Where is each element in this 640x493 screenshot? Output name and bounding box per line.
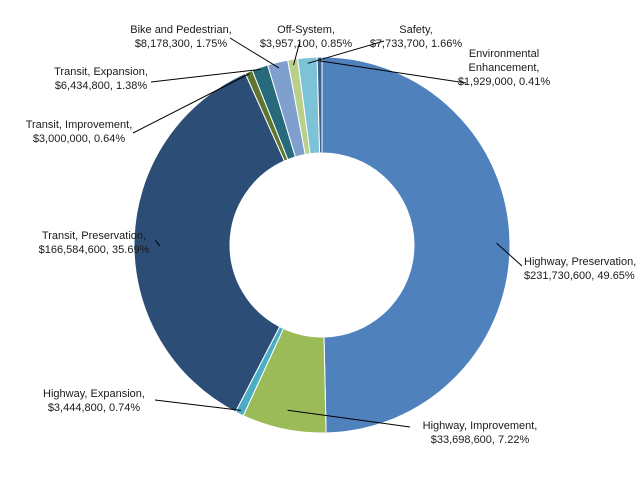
- leader-line-transit-expansion: [150, 68, 261, 83]
- data-label-highway-improvement: Highway, Improvement, $33,698,600, 7.22%: [423, 420, 538, 446]
- leader-line-transit-preservation: [154, 239, 161, 247]
- leader-line-highway-improvement: [287, 409, 411, 428]
- slice-transit-preservation: [133, 72, 286, 413]
- leader-line-safety: [307, 40, 385, 64]
- data-label-transit-preservation: Transit, Preservation, $166,584,600, 35.6…: [39, 230, 150, 256]
- leader-line-highway-preservation: [496, 242, 523, 267]
- data-label-highway-expansion: Highway, Expansion, $3,444,800, 0.74%: [43, 388, 145, 414]
- slice-labels: Highway, Preservation, $231,730,600, 49.6…: [26, 24, 637, 446]
- data-label-off-system: Off-System, $3,957,100, 0.85%: [260, 24, 353, 50]
- leader-line-transit-improvement: [132, 73, 250, 134]
- data-label-highway-preservation: Highway, Preservation, $231,730,600, 49.6…: [524, 256, 636, 282]
- leader-line-off-system: [293, 40, 301, 66]
- leader-line-environmental-enhancement: [319, 60, 467, 84]
- data-label-transit-expansion: Transit, Expansion, $6,434,800, 1.38%: [54, 66, 148, 92]
- donut-slices: [133, 56, 511, 434]
- data-label-safety: Safety, $7,733,700, 1.66%: [370, 24, 463, 50]
- leader-line-highway-expansion: [154, 399, 242, 411]
- leader-lines: [132, 37, 523, 428]
- data-label-environmental-enhancement: Environmental Enhancement, $1,929,000, 0.4…: [458, 48, 551, 88]
- data-label-bike-and-pedestrian: Bike and Pedestrian, $8,178,300, 1.75%: [130, 24, 232, 50]
- slice-environmental-enhancement: [316, 56, 323, 154]
- leader-line-bike-and-pedestrian: [229, 37, 280, 69]
- data-label-transit-improvement: Transit, Improvement, $3,000,000, 0.64%: [26, 119, 133, 145]
- slice-highway-preservation: [321, 56, 511, 434]
